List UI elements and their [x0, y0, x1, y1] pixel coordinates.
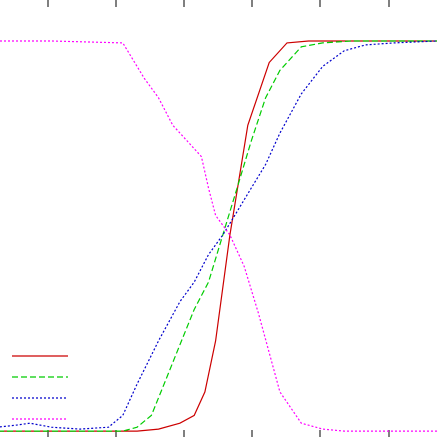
series-line-0 [0, 40, 437, 432]
series-line-2 [0, 40, 437, 430]
legend [12, 355, 68, 420]
series-layer [0, 40, 437, 432]
top-ticks [47, 0, 390, 7]
series-line-3 [0, 40, 437, 432]
series-line-1 [0, 40, 437, 432]
